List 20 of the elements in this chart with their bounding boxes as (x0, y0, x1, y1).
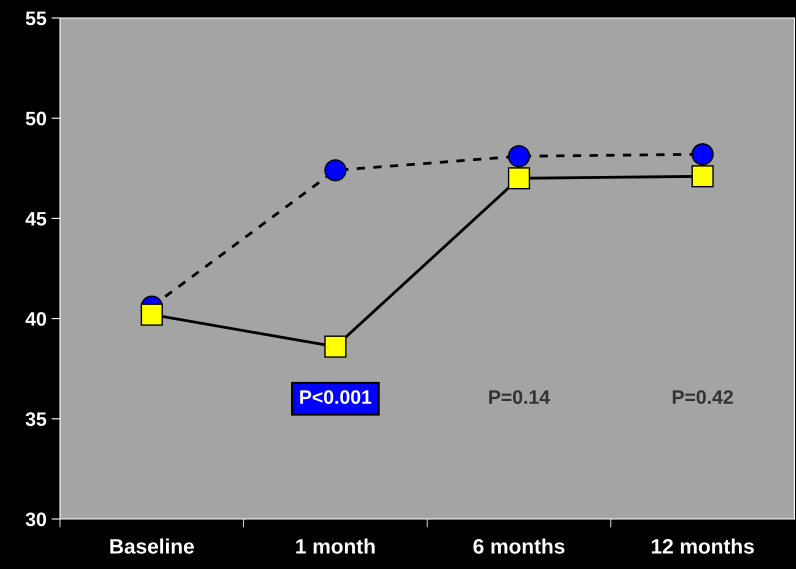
point (508, 167, 530, 190)
point (508, 145, 530, 168)
x-tick-label: 1 month (296, 538, 375, 554)
point (324, 336, 347, 358)
annotation: P=0.14 (489, 390, 550, 404)
x-tick-label: 12 months (652, 538, 754, 554)
annotation: P=0.42 (672, 390, 733, 404)
y-tick-label: 30 (26, 512, 46, 526)
point (324, 159, 347, 182)
annotation: P<0.001 (300, 390, 372, 404)
y-tick-label: 55 (26, 12, 46, 26)
point (691, 165, 714, 188)
point (691, 143, 714, 166)
y-tick-label: 50 (26, 112, 46, 126)
y-tick-label: 45 (25, 212, 46, 226)
x-tick-label: Baseline (110, 538, 194, 554)
y-tick-label: 35 (26, 412, 46, 426)
y-tick-label: 40 (25, 312, 46, 326)
point (140, 303, 163, 326)
x-tick-label: 6 months (473, 538, 564, 554)
